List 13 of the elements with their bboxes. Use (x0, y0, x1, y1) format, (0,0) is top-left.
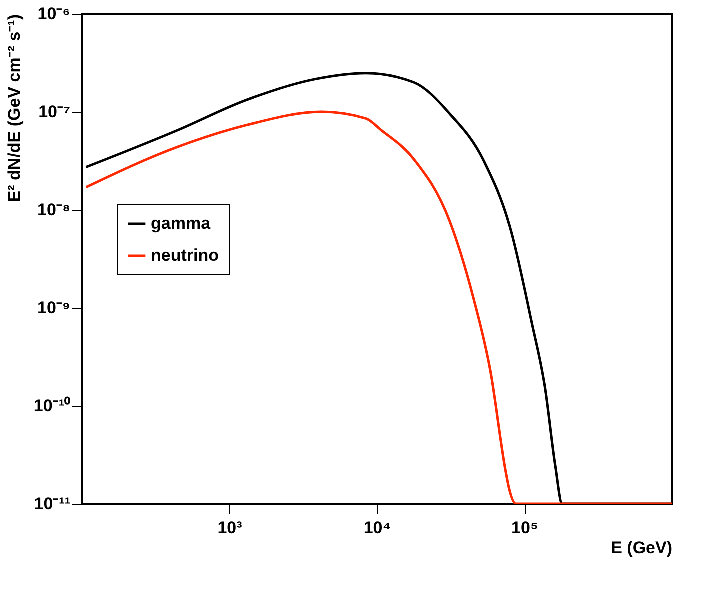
y-tick-label: 10⁻⁸ (38, 200, 70, 220)
x-axis-title: E (GeV) (611, 538, 672, 558)
x-tick-label: 10³ (218, 518, 243, 538)
y-tick-label: 10⁻⁷ (38, 102, 70, 122)
y-tick-label: 10⁻¹⁰ (34, 396, 70, 416)
y-axis-title: E² dN/dE (GeV cm⁻² s⁻¹) (4, 14, 24, 202)
y-tick-label: 10⁻¹¹ (34, 494, 71, 514)
legend-label: neutrino (151, 246, 219, 265)
x-tick-label: 10⁵ (512, 518, 538, 538)
y-tick-label: 10⁻⁶ (38, 4, 70, 24)
x-tick-label: 10⁴ (364, 518, 392, 538)
y-tick-label: 10⁻⁹ (38, 298, 70, 318)
legend-label: gamma (151, 214, 212, 233)
